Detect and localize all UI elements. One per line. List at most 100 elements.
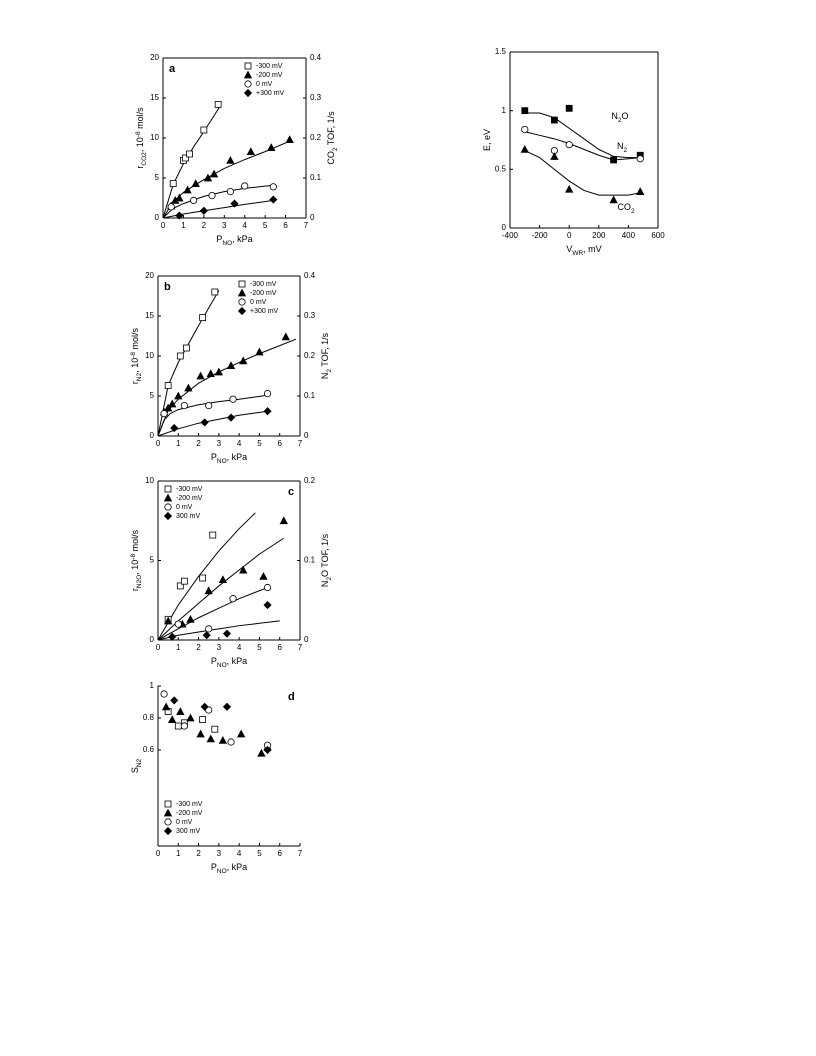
x-tick-label: 3: [217, 643, 222, 652]
x-tick-label: 1: [176, 643, 181, 652]
data-point: [182, 344, 190, 352]
data-point: [176, 352, 184, 360]
x-tick-label: 0: [156, 439, 161, 448]
y2-tick-label: 0.4: [304, 271, 316, 280]
data-point: [565, 104, 573, 112]
y-tick-label: 10: [150, 133, 159, 142]
legend-marker: [164, 818, 172, 826]
x-axis-label: PNO, kPa: [216, 234, 252, 246]
x-tick-label: 2: [196, 439, 201, 448]
curve-label-part: N: [611, 111, 618, 121]
x-tick-label: 5: [257, 849, 262, 858]
data-point: [267, 143, 276, 152]
data-point: [183, 185, 192, 194]
legend-marker: [164, 485, 172, 493]
data-point: [180, 401, 188, 410]
y-axis-label: rCO2, 10-8 mol/s: [135, 107, 148, 169]
data-point: [257, 748, 266, 757]
data-point: [214, 367, 224, 376]
data-point: [199, 206, 208, 215]
x-axis-label-part: P: [216, 234, 222, 244]
y2-tick-label: 0: [310, 213, 315, 222]
panel-letter: c: [288, 486, 294, 498]
y-tick-label: 15: [145, 311, 154, 320]
y-tick-label: 0: [502, 223, 507, 232]
data-point: [237, 729, 246, 738]
x-axis-label: PNO, kPa: [211, 656, 247, 668]
y-axis-label-part: -8: [135, 131, 142, 137]
x-axis-label-part: , mV: [583, 244, 602, 254]
data-point: [191, 179, 200, 188]
x-tick-label: 6: [277, 643, 282, 652]
data-point: [170, 423, 179, 433]
legend-marker: [237, 288, 247, 297]
x-tick-label: 7: [298, 643, 303, 652]
data-point: [229, 395, 237, 403]
data-point: [163, 403, 173, 412]
y2-tick-label: 0.3: [310, 93, 322, 102]
data-point: [176, 707, 185, 715]
data-point: [229, 595, 237, 603]
x-tick-label: 5: [263, 221, 268, 230]
data-point: [204, 586, 213, 595]
data-point: [180, 722, 188, 730]
data-point: [269, 195, 278, 204]
curve-label-part: CO: [617, 202, 631, 212]
data-point: [160, 690, 168, 698]
data-point: [636, 187, 645, 196]
fit-curve: [524, 131, 641, 161]
x-tick-label: 0: [156, 849, 161, 858]
y2-tick-label: 0.1: [304, 391, 316, 400]
y2-axis-label: CO2 TOF, 1/s: [326, 111, 338, 165]
y-tick-label: 5: [155, 173, 160, 182]
y2-tick-label: 0: [304, 635, 309, 644]
y-axis-label-part: N2: [136, 758, 143, 767]
x-tick-label: 2: [196, 849, 201, 858]
x-tick-label: 1: [176, 849, 181, 858]
x-tick-label: 6: [283, 221, 288, 230]
data-point: [263, 407, 272, 416]
curve-label: N2: [617, 141, 628, 153]
y2-tick-label: 0.1: [310, 173, 322, 182]
fit-curve: [524, 112, 641, 159]
x-tick-label: 0: [161, 221, 166, 230]
data-point: [200, 126, 208, 134]
x-tick-label: 2: [196, 643, 201, 652]
data-point: [226, 413, 236, 422]
x-tick-label: 7: [304, 221, 309, 230]
y-tick-label: 10: [145, 476, 154, 485]
data-point: [168, 632, 177, 641]
x-tick-label: 600: [651, 231, 665, 240]
x-axis-label-part: V: [566, 244, 572, 254]
data-point: [182, 154, 189, 162]
y-tick-label: 0.6: [143, 745, 155, 754]
data-point: [226, 156, 235, 164]
data-point: [180, 577, 188, 585]
data-point: [175, 211, 184, 220]
data-point: [174, 620, 182, 628]
legend-marker: [243, 70, 253, 79]
data-point: [199, 574, 207, 582]
data-point: [186, 150, 193, 158]
y-tick-label: 10: [145, 351, 154, 360]
legend-label: -200 mV: [176, 495, 203, 502]
curve-label: CO2: [617, 202, 635, 214]
legend-marker: [244, 80, 252, 88]
data-point: [170, 696, 179, 705]
x-tick-label: 6: [277, 439, 282, 448]
fit-curve: [157, 512, 256, 641]
data-point: [281, 332, 290, 341]
legend-marker: [163, 808, 173, 817]
y2-axis-label-part: N: [320, 581, 330, 588]
y-tick-label: 5: [150, 391, 155, 400]
data-point: [205, 625, 213, 633]
y-axis-label-part: , 10: [130, 560, 140, 575]
x-axis-label-part: P: [211, 452, 217, 462]
x-tick-label: 0: [567, 231, 572, 240]
y-axis-label-part: N2O: [136, 575, 143, 588]
x-tick-label: 5: [257, 439, 262, 448]
x-axis-label: PNO, kPa: [211, 862, 247, 874]
legend-label: +300 mV: [250, 308, 279, 315]
y2-tick-label: 0: [304, 431, 309, 440]
fit-curve: [157, 410, 268, 437]
